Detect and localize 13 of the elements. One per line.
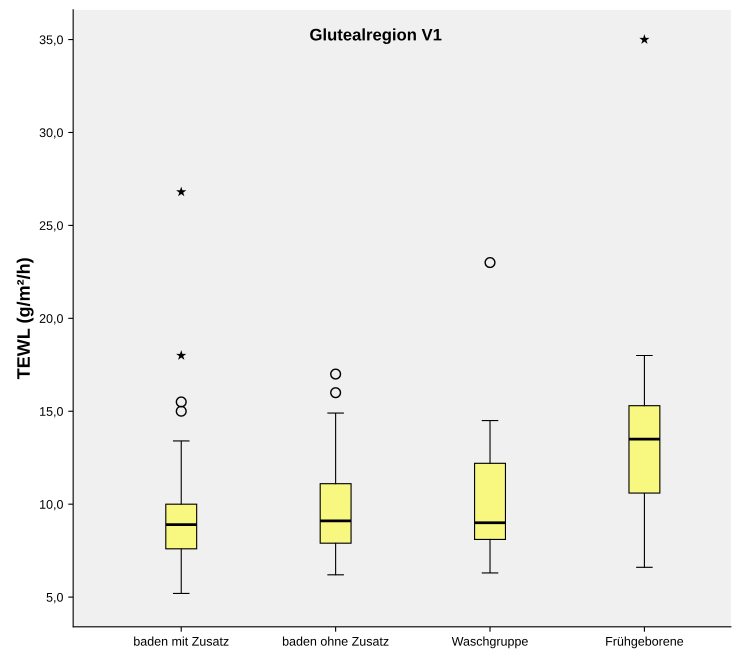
y-tick-label: 5,0 xyxy=(46,592,63,604)
y-axis-title: TEWL (g/m²/h) xyxy=(16,258,34,380)
y-tick-label: 25,0 xyxy=(40,221,63,232)
x-tick-label: baden mit Zusatz xyxy=(134,636,229,646)
y-tick-label: 10,0 xyxy=(40,500,63,510)
y-tick-label: 35,0 xyxy=(40,35,63,46)
y-tick-label: 30,0 xyxy=(40,128,63,139)
x-tick-label: Frühgeborene xyxy=(606,636,684,648)
x-tick-label: Waschgruppe xyxy=(452,636,528,648)
x-tick-label: baden ohne Zusatz xyxy=(282,636,389,646)
text: Glutealregion V1 xyxy=(310,28,442,44)
y-tick-label: 15,0 xyxy=(40,407,63,418)
y-tick-label: 20,0 xyxy=(40,314,63,324)
